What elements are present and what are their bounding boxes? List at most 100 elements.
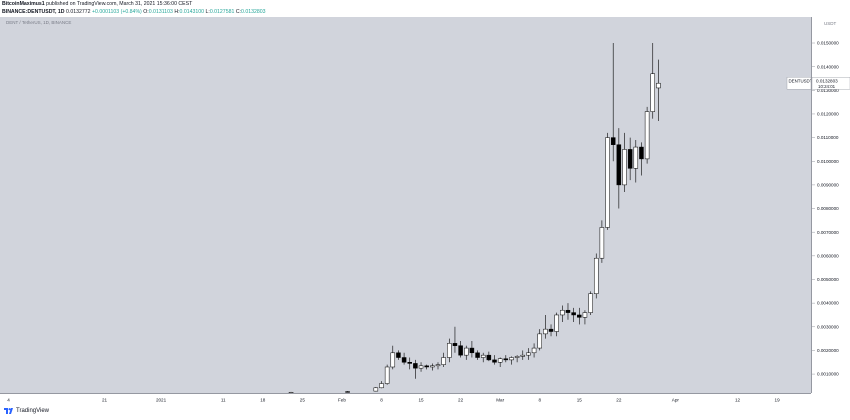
candle (520, 350, 526, 360)
candle (413, 359, 418, 379)
candle-body (577, 314, 582, 318)
candle (435, 362, 441, 370)
time-tick-label: 4 (7, 398, 10, 403)
candle (531, 343, 537, 358)
candle (464, 345, 469, 360)
candle-body (622, 149, 627, 186)
price-tick-label: 0.0150000 (817, 41, 839, 46)
candle-body (644, 111, 650, 160)
time-tick-label: 2021 (156, 398, 167, 403)
candle (475, 350, 480, 360)
candle-body (571, 312, 576, 316)
candle-body (452, 343, 458, 346)
published-text: published on TradingView.com, March 31, … (46, 1, 193, 7)
candle (509, 356, 514, 365)
tradingview-logo-text: TradingView (16, 408, 50, 414)
candle (514, 355, 520, 363)
candle-body (424, 365, 429, 368)
candle (627, 137, 633, 181)
candle (390, 345, 396, 370)
price-tick-label: 0.0040000 (817, 301, 839, 306)
time-axis[interactable]: 4 21 2021 11 18 25 Feb 8 15 22 Mar 8 15 22 Apr 12 19 (0, 393, 811, 404)
candle (373, 387, 379, 392)
tradingview-logo[interactable]: TradingView (4, 408, 49, 414)
candle-body (401, 357, 407, 363)
candle (622, 132, 627, 192)
author-name[interactable]: BitcoinMaximus1 (2, 1, 45, 7)
price-tick-label: 0.0010000 (817, 372, 839, 377)
price-axis[interactable]: USDT 0.0010000 0.0020000 0.0030000 0.0040000… (811, 17, 850, 393)
candle-body (390, 352, 396, 368)
time-tick-label: 18 (260, 398, 266, 403)
candle-body (554, 314, 559, 332)
chart-header: BitcoinMaximus1 published on TradingView… (2, 1, 848, 17)
candle (526, 348, 531, 360)
candle (288, 391, 294, 393)
candle-body (497, 358, 503, 363)
candle (548, 324, 554, 337)
axis-unit-label: USDT (824, 21, 837, 26)
candle (401, 352, 407, 365)
chart-pane[interactable]: DENT / TetherUS, 1D, BINANCE DENTUSDT (0, 17, 811, 393)
time-tick-label: 12 (735, 398, 741, 403)
candle-body (582, 312, 588, 318)
candle (407, 357, 412, 370)
candle (396, 350, 401, 360)
candle-body (656, 82, 661, 89)
candle-body (560, 309, 565, 316)
candlestick-plot: DENTUSDT (288, 43, 811, 393)
candle-body (548, 328, 554, 332)
high-value: 0.0143100 (179, 8, 205, 15)
candle (458, 340, 463, 358)
time-tick-label: 22 (458, 398, 464, 403)
candle-body (475, 352, 480, 358)
candle (480, 352, 486, 363)
price-change: +0.0001103 (+0.84%) (91, 8, 142, 15)
candle (345, 391, 350, 393)
candle-body (447, 343, 452, 358)
candle-body (543, 328, 548, 335)
candle-body (588, 293, 593, 313)
price-tag-countdown: 10:24:01 (818, 84, 836, 89)
candle (610, 43, 616, 162)
time-tick-label: 22 (616, 398, 622, 403)
chart-symbol-label: DENT / TetherUS, 1D, BINANCE (6, 20, 72, 25)
symbol-info: BINANCE:DENTUSDT, 1D (2, 8, 65, 15)
candle-body (435, 364, 441, 367)
high-label: H: (174, 8, 180, 15)
candle (537, 329, 542, 351)
price-tag-axis-box (812, 77, 850, 90)
last-price: 0.0132772 (66, 8, 91, 15)
time-tick-label: 15 (577, 398, 583, 403)
candle-body (593, 257, 599, 294)
candle (605, 132, 610, 230)
candle-body (633, 146, 639, 169)
candle-body (418, 365, 424, 369)
candle (554, 312, 559, 337)
candle-body (531, 347, 537, 354)
price-tick-label: 0.0060000 (817, 253, 839, 258)
close-value: 0.0132803 (241, 8, 266, 15)
candle (650, 43, 656, 119)
candle-body (650, 73, 656, 112)
time-tick-label: 8 (538, 398, 541, 403)
ohlc-line: BINANCE:DENTUSDT, 1D 0.0132772 +0.000110… (2, 9, 848, 17)
price-tick-label: 0.0100000 (817, 159, 839, 164)
price-tick-label: 0.0140000 (817, 64, 839, 69)
candle (379, 381, 384, 389)
candle-body (345, 391, 350, 393)
price-tag-box (786, 77, 811, 90)
candle-body (627, 149, 633, 169)
candle (633, 139, 639, 183)
candle-body (610, 137, 616, 145)
time-tick-label: 21 (102, 398, 108, 403)
time-tick-label: 11 (221, 398, 226, 403)
price-tick-label: 0.0020000 (817, 348, 839, 353)
publish-line: BitcoinMaximus1 published on TradingView… (2, 1, 848, 9)
candle (577, 307, 582, 325)
candle-body (384, 366, 390, 384)
time-tick-label: 19 (775, 398, 781, 403)
candle-body (526, 352, 531, 356)
price-tick-label: 0.0120000 (817, 112, 839, 117)
